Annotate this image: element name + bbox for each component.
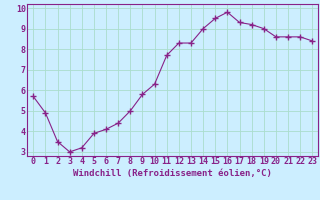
X-axis label: Windchill (Refroidissement éolien,°C): Windchill (Refroidissement éolien,°C) — [73, 169, 272, 178]
